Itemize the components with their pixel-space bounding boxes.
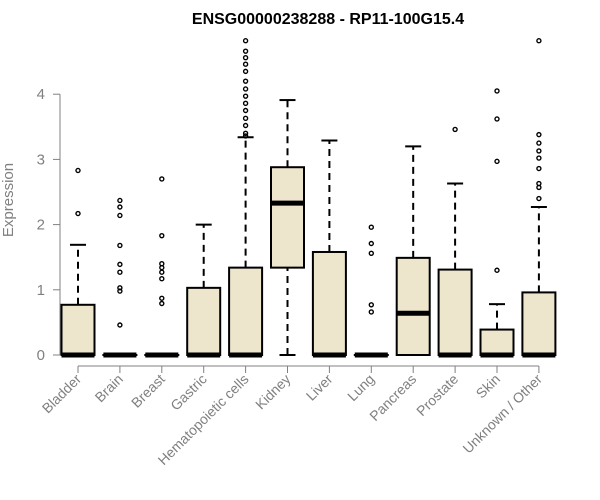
- outlier-point: [242, 107, 249, 114]
- outlier-point: [494, 116, 500, 122]
- box-pancreas: [395, 145, 431, 356]
- box-breast: [144, 176, 180, 358]
- outlier-point: [159, 276, 165, 282]
- outlier-point: [368, 240, 374, 247]
- outlier-point: [242, 78, 249, 84]
- x-tick-label-prostate: Prostate: [413, 371, 461, 419]
- outlier-point: [242, 48, 249, 54]
- outlier-point: [159, 232, 165, 239]
- outlier-point: [75, 167, 81, 174]
- box-body: [228, 266, 264, 356]
- x-tick-label-breast: Breast: [128, 371, 168, 411]
- y-tick-label: 4: [37, 86, 45, 103]
- box-body: [395, 256, 431, 356]
- outlier-point: [159, 261, 165, 267]
- outlier-point: [242, 122, 249, 129]
- outlier-point: [368, 250, 374, 256]
- outlier-point: [368, 302, 374, 308]
- outlier-point: [117, 197, 123, 204]
- box-body: [60, 303, 96, 356]
- outlier-point: [494, 88, 500, 94]
- outlier-point: [159, 300, 165, 307]
- y-axis-label: Expression: [0, 163, 17, 237]
- x-tick-label-lung: Lung: [344, 371, 377, 404]
- outlier-point: [536, 38, 542, 44]
- box-skin: [479, 88, 515, 358]
- x-tick-label-bladder: Bladder: [39, 371, 85, 417]
- x-tick-label-brain: Brain: [92, 371, 126, 405]
- outlier-point: [117, 242, 123, 249]
- outlier-point: [242, 61, 249, 67]
- x-tick-label-pancreas: Pancreas: [366, 371, 419, 424]
- box-body: [479, 328, 515, 356]
- x-tick-label-skin: Skin: [473, 371, 504, 402]
- boxplot-series: [60, 38, 557, 358]
- chart-title: ENSG00000238288 - RP11-100G15.4: [192, 11, 464, 28]
- outlier-point: [75, 210, 81, 217]
- outlier-point: [452, 126, 458, 133]
- outlier-point: [536, 165, 542, 172]
- x-tick-label-liver: Liver: [303, 371, 336, 404]
- box-body: [521, 291, 557, 356]
- x-tick-label-unknown-other: Unknown / Other: [459, 371, 545, 457]
- outlier-point: [536, 140, 542, 146]
- outlier-point: [117, 261, 123, 268]
- outlier-point: [117, 212, 123, 219]
- box-kidney: [270, 99, 305, 356]
- outlier-point: [159, 176, 165, 182]
- outlier-point: [159, 295, 165, 301]
- outlier-point: [242, 130, 249, 137]
- y-axis: 0 1 2 3 4: [37, 86, 61, 364]
- outlier-point: [494, 267, 500, 273]
- box-brain: [102, 197, 138, 358]
- outlier-point: [117, 204, 123, 210]
- outlier-point: [159, 269, 165, 275]
- x-tick-label-kidney: Kidney: [252, 371, 294, 413]
- outlier-point: [368, 224, 374, 230]
- box-body: [270, 166, 305, 269]
- outlier-point: [494, 158, 500, 165]
- box-prostate: [437, 126, 473, 358]
- y-tick-label: 2: [37, 217, 45, 234]
- outlier-point: [536, 180, 542, 187]
- outlier-point: [117, 285, 123, 291]
- outlier-point: [242, 54, 249, 61]
- box-lung: [353, 224, 389, 358]
- outlier-point: [242, 100, 249, 107]
- box-liver: [311, 139, 347, 358]
- outlier-point: [536, 195, 542, 202]
- y-tick-label: 3: [37, 151, 45, 168]
- outlier-point: [242, 86, 249, 92]
- outlier-point: [117, 322, 123, 328]
- outlier-point: [242, 115, 249, 122]
- outlier-point: [536, 155, 542, 161]
- y-tick-label: 1: [37, 282, 45, 299]
- box-body: [437, 268, 473, 357]
- outlier-point: [242, 93, 249, 99]
- box-body: [311, 250, 347, 356]
- outlier-point: [117, 288, 123, 294]
- outlier-point: [536, 148, 542, 154]
- outlier-point: [242, 68, 249, 75]
- box-body: [186, 286, 222, 356]
- outlier-point: [242, 133, 249, 139]
- box-hematopoietic-cells: [228, 38, 264, 358]
- outlier-point: [117, 269, 123, 275]
- outlier-point: [242, 38, 249, 44]
- box-unknown-other: [521, 38, 557, 358]
- outlier-point: [368, 309, 374, 315]
- outlier-point: [536, 131, 542, 138]
- y-tick-label: 0: [37, 347, 45, 364]
- box-gastric: [186, 223, 222, 358]
- box-bladder: [60, 167, 96, 358]
